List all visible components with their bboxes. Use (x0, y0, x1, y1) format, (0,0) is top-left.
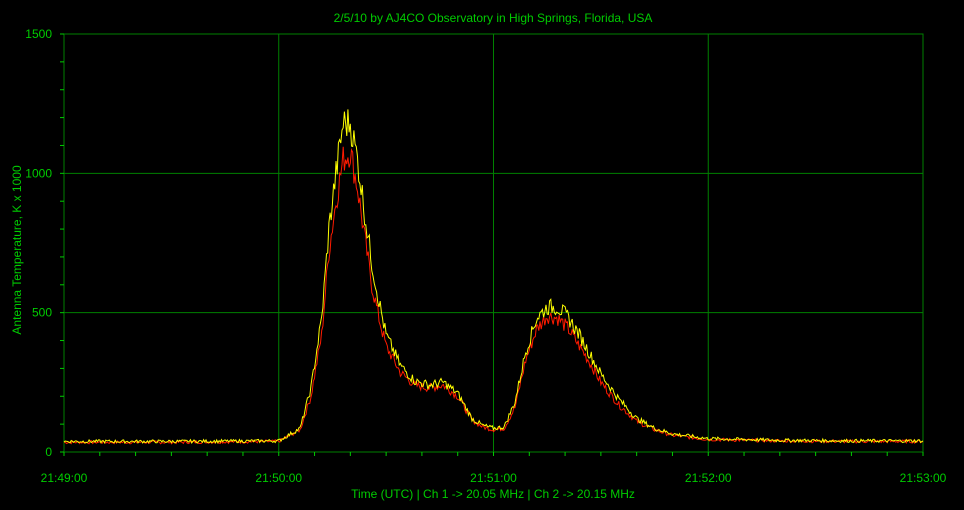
y-tick-label: 1500 (25, 27, 52, 41)
series-group (63, 109, 924, 445)
x-axis-label: Time (UTC) | Ch 1 -> 20.05 MHz | Ch 2 ->… (351, 487, 635, 501)
y-axis-label: Antenna Temperature, K x 1000 (10, 165, 24, 335)
x-tick-label: 21:53:00 (900, 471, 947, 485)
x-tick-label: 21:50:00 (255, 471, 302, 485)
chart-title: 2/5/10 by AJ4CO Observatory in High Spri… (334, 11, 653, 25)
y-tick-label: 0 (45, 445, 52, 459)
minor-ticks (60, 33, 924, 456)
series-line-2 (63, 109, 924, 445)
grid-lines (64, 34, 923, 452)
y-tick-labels: 0 500 1000 1500 (25, 27, 52, 459)
x-tick-labels: 21:49:00 21:50:00 21:51:00 21:52:00 21:53:00 (41, 471, 947, 485)
y-tick-label: 500 (32, 306, 52, 320)
y-tick-label: 1000 (25, 166, 52, 180)
x-tick-label: 21:52:00 (685, 471, 732, 485)
x-tick-label: 21:49:00 (41, 471, 88, 485)
x-tick-label: 21:51:00 (470, 471, 517, 485)
